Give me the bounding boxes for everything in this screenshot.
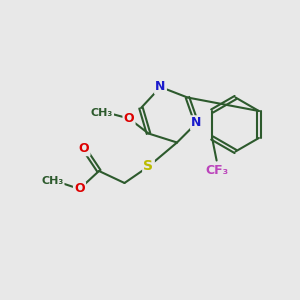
Text: CF₃: CF₃ (205, 164, 228, 178)
Text: N: N (191, 116, 202, 130)
Text: O: O (79, 142, 89, 155)
Text: CH₃: CH₃ (91, 107, 113, 118)
Text: CH₃: CH₃ (41, 176, 64, 187)
Text: O: O (124, 112, 134, 125)
Text: S: S (143, 160, 154, 173)
Text: N: N (155, 80, 166, 94)
Text: O: O (74, 182, 85, 196)
